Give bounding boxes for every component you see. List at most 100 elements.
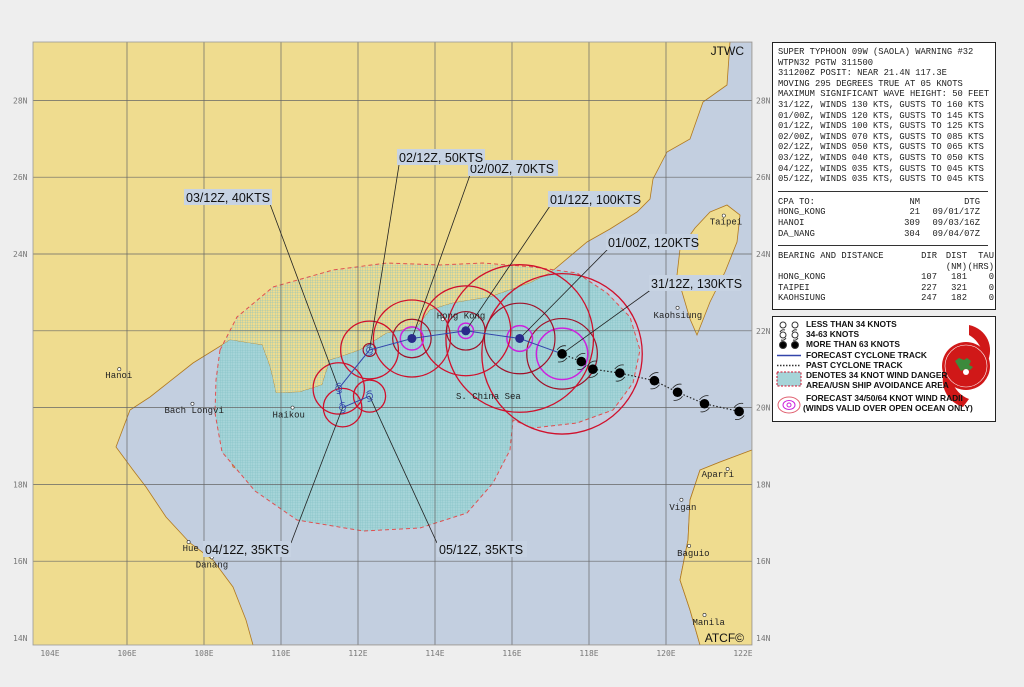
bearing-row: HONG_KONG 107 181 0 bbox=[778, 272, 994, 283]
warning-line: MOVING 295 DEGREES TRUE AT 05 KNOTS bbox=[778, 78, 963, 89]
sea-label: S. China Sea bbox=[456, 392, 521, 402]
lat-tick-label: 22N bbox=[756, 327, 771, 336]
leader-line bbox=[290, 407, 343, 544]
lat-tick-label-left: 26N bbox=[13, 173, 28, 182]
past-position-typhoon-icon bbox=[649, 375, 660, 386]
divider bbox=[778, 245, 988, 247]
forecast-label-03-12z: 03/12Z, 40KTS bbox=[184, 189, 272, 205]
34-63-knots-icon bbox=[779, 329, 799, 341]
wind-radius-34kt bbox=[481, 272, 643, 435]
atcf-label: ATCF© bbox=[705, 631, 744, 645]
warning-line: 05/12Z, WINDS 035 KTS, GUSTS TO 045 KTS bbox=[778, 174, 984, 185]
lat-tick-label-left: 14N bbox=[13, 634, 28, 643]
past-cyclone-track bbox=[561, 353, 740, 413]
wind-radius-50kt bbox=[483, 302, 556, 375]
svg-text:04/12Z, 35KTS: 04/12Z, 35KTS bbox=[205, 543, 289, 557]
lon-tick-label: 108E bbox=[194, 649, 213, 658]
svg-text:01/12Z, 100KTS: 01/12Z, 100KTS bbox=[550, 193, 641, 207]
place-marker-icon bbox=[675, 305, 680, 310]
svg-text:01/00Z, 120KTS: 01/00Z, 120KTS bbox=[608, 236, 699, 250]
place-marker-icon bbox=[290, 405, 295, 410]
bearing-header: BEARING AND DISTANCE DIR DIST TAU bbox=[778, 251, 994, 262]
lon-tick-label: 114E bbox=[425, 649, 444, 658]
leader-line bbox=[369, 395, 438, 544]
past-position-typhoon-icon bbox=[672, 387, 683, 398]
lon-tick-label: 116E bbox=[502, 649, 521, 658]
forecast-position-storm-icon bbox=[335, 384, 343, 392]
place-label: Baguio bbox=[677, 549, 709, 559]
warning-line: 02/00Z, WINDS 070 KTS, GUSTS TO 085 KTS bbox=[778, 131, 984, 142]
past-position-typhoon-icon bbox=[588, 364, 598, 375]
storm-swirl-icon bbox=[335, 382, 343, 395]
wind-radii bbox=[312, 264, 643, 435]
place-label: Hanoi bbox=[105, 371, 132, 381]
legend-forecast-track: FORECAST CYCLONE TRACK bbox=[806, 349, 927, 360]
place-label: Manila bbox=[693, 618, 726, 628]
lon-tick-label: 118E bbox=[579, 649, 598, 658]
leader-line bbox=[269, 203, 340, 389]
lon-tick-label: 104E bbox=[40, 649, 59, 658]
forecast-position-storm-icon bbox=[366, 392, 373, 400]
bearing-row: KAOHSIUNG 247 182 0 bbox=[778, 293, 994, 304]
warning-line: MAXIMUM SIGNIFICANT WAVE HEIGHT: 50 FEET bbox=[778, 89, 990, 100]
legend-more-than-63: MORE THAN 63 KNOTS bbox=[806, 339, 900, 349]
wind-radius-34kt bbox=[372, 299, 452, 378]
forecast-position-storm-icon bbox=[366, 346, 373, 354]
wind-radius-64kt bbox=[399, 326, 425, 351]
typhoon-swirl-icon bbox=[672, 383, 683, 401]
wind-radii-icon bbox=[777, 396, 801, 414]
cpa-row: HONG_KONG 21 09/01/17Z bbox=[778, 207, 980, 218]
lat-tick-label-left: 18N bbox=[13, 480, 28, 489]
typhoon-swirl-icon bbox=[699, 395, 710, 413]
place-label: Haikou bbox=[273, 411, 305, 421]
place-marker-icon bbox=[117, 367, 122, 372]
warning-line: 04/12Z, WINDS 035 KTS, GUSTS TO 045 KTS bbox=[778, 163, 984, 174]
lat-tick-label-left: 24N bbox=[13, 250, 28, 259]
more-than-63-knots-icon bbox=[779, 341, 799, 349]
place-label: Danang bbox=[196, 560, 228, 570]
lat-tick-label: 24N bbox=[756, 250, 771, 259]
forecast-label-04-12z: 04/12Z, 35KTS bbox=[203, 541, 291, 557]
jtwc-logo bbox=[942, 325, 991, 407]
place-label: Aparri bbox=[702, 470, 734, 480]
wind-radius-50kt bbox=[445, 310, 486, 351]
past-position-typhoon-icon bbox=[734, 406, 744, 417]
warning-line: SUPER TYPHOON 09W (SAOLA) WARNING #32 bbox=[778, 47, 974, 57]
lon-tick-label: 106E bbox=[117, 649, 136, 658]
wind-radius-50kt bbox=[526, 317, 598, 390]
place-marker-icon bbox=[725, 467, 730, 471]
svg-text:02/12Z, 50KTS: 02/12Z, 50KTS bbox=[399, 151, 483, 165]
storm-swirl-icon bbox=[366, 344, 373, 356]
forecast-labels: 31/12Z, 130KTS 01/00Z, 120KTS 01/12Z, 10… bbox=[184, 149, 742, 557]
past-position-typhoon-icon bbox=[576, 356, 587, 367]
danger-area-icon bbox=[776, 371, 802, 387]
bearing-row: TAIPEI 227 321 0 bbox=[778, 282, 994, 293]
forecast-position-typhoon-icon bbox=[407, 333, 417, 343]
wind-radius-64kt bbox=[535, 327, 589, 381]
map-axes: 104E 106E 108E 110E 112E 114E 116E 118E 120E 122E… bbox=[13, 96, 771, 658]
cyclone-tracks bbox=[335, 326, 745, 420]
warning-line: 03/12Z, WINDS 040 KTS, GUSTS TO 050 KTS bbox=[778, 152, 984, 163]
cpa-header: CPA TO: NM DTG bbox=[778, 196, 980, 207]
jtwc-label: JTWC bbox=[711, 44, 745, 58]
warning-info-panel: SUPER TYPHOON 09W (SAOLA) WARNING #32 WTP… bbox=[772, 42, 996, 310]
warning-line: 311200Z POSIT: NEAR 21.4N 117.3E bbox=[778, 68, 947, 79]
place-label: Hue bbox=[183, 544, 199, 554]
lat-tick-label: 18N bbox=[756, 480, 771, 489]
place-marker-icon bbox=[440, 317, 445, 322]
leader-line bbox=[561, 288, 653, 355]
wind-radius-64kt bbox=[457, 322, 475, 340]
wind-radius-34kt bbox=[340, 320, 400, 380]
legend-danger-area-1: DENOTES 34 KNOT WIND DANGER bbox=[806, 370, 948, 380]
storm-swirl-icon bbox=[339, 401, 346, 414]
svg-text:31/12Z, 130KTS: 31/12Z, 130KTS bbox=[651, 277, 742, 291]
legend-past-track: PAST CYCLONE TRACK bbox=[806, 359, 903, 370]
place-marker-icon bbox=[702, 613, 707, 617]
place-label: Kaohsiung bbox=[654, 311, 703, 321]
leader-line bbox=[465, 205, 551, 332]
forecast-label-01-12z: 01/12Z, 100KTS bbox=[548, 191, 641, 207]
forecast-label-01-00z: 01/00Z, 120KTS bbox=[606, 234, 699, 250]
wind-radius-50kt bbox=[362, 342, 377, 358]
svg-text:02/00Z, 70KTS: 02/00Z, 70KTS bbox=[470, 162, 554, 176]
